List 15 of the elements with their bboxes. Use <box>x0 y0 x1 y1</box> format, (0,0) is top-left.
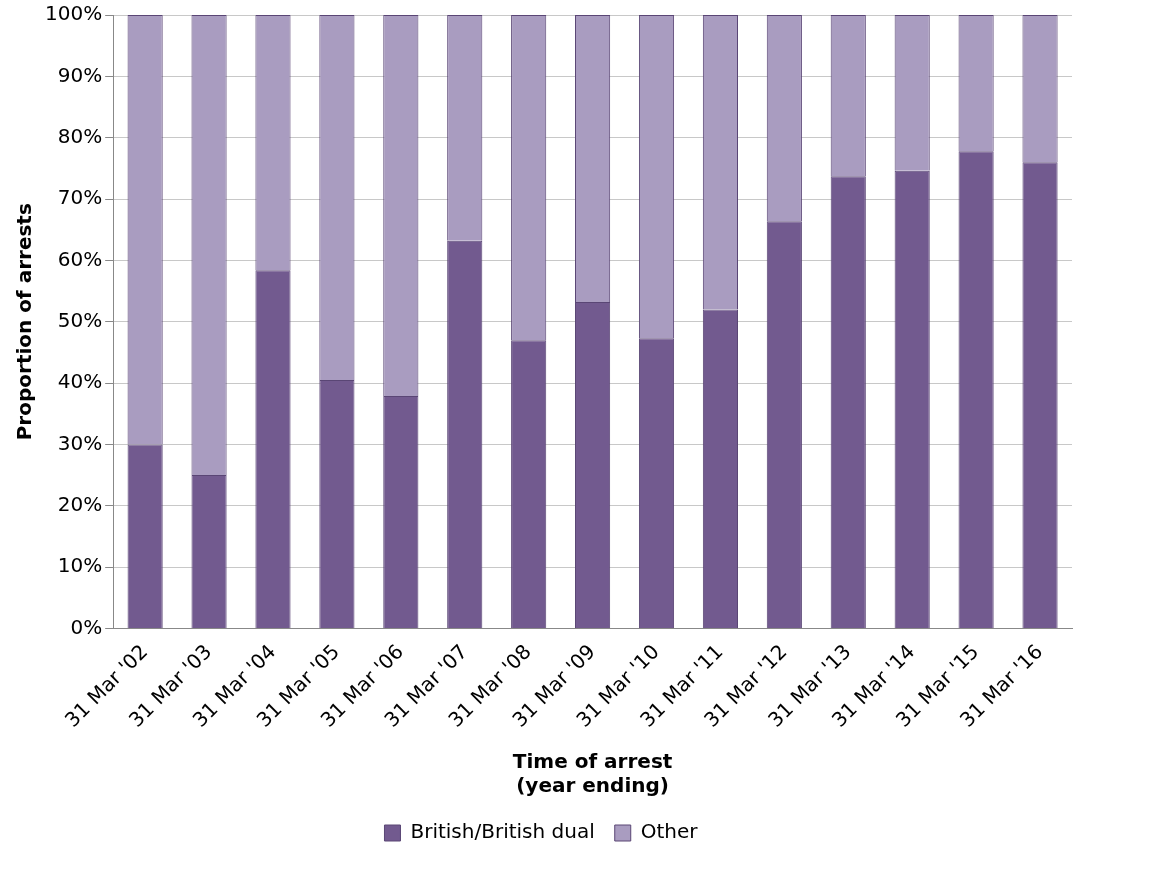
y-tick-label: 80% <box>57 123 103 148</box>
legend-label: Other <box>640 819 699 844</box>
x-axis-title: Time of arrest (year ending) <box>512 749 673 798</box>
legend-label: British/British dual <box>410 819 595 844</box>
y-tick-label: 70% <box>57 185 103 210</box>
y-tick-label: 90% <box>57 62 103 87</box>
y-tick-label: 60% <box>57 246 103 271</box>
y-tick-label: 20% <box>57 491 103 516</box>
y-axis-title: Proportion of arrests <box>12 203 37 441</box>
y-tick-label: 0% <box>70 614 103 639</box>
y-tick-label: 50% <box>57 307 103 332</box>
y-tick-label: 30% <box>57 430 103 455</box>
y-tick-label: 10% <box>57 553 103 578</box>
y-tick-label: 40% <box>57 369 103 394</box>
y-tick-label: 100% <box>44 1 103 26</box>
